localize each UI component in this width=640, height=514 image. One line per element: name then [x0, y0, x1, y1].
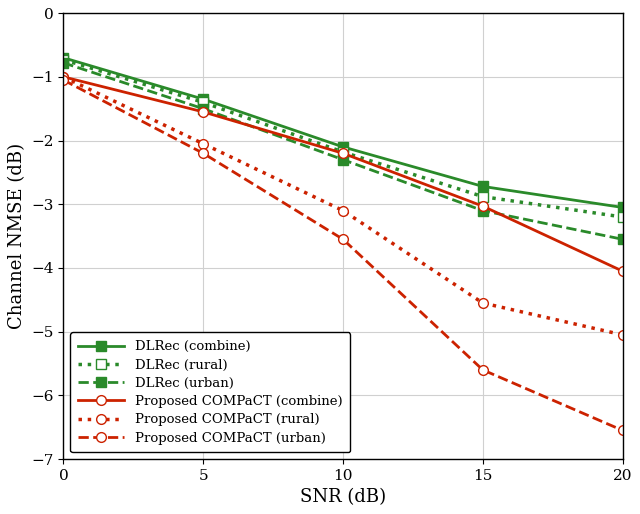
Proposed COMPaCT (combine): [200, 109, 207, 115]
Proposed COMPaCT (rural): [479, 300, 486, 306]
Proposed COMPaCT (combine): [619, 268, 627, 274]
Proposed COMPaCT (urban): [200, 150, 207, 156]
DLRec (urban): [339, 157, 347, 163]
DLRec (combine): [200, 96, 207, 102]
DLRec (rural): [200, 99, 207, 105]
Proposed COMPaCT (urban): [60, 77, 67, 83]
DLRec (combine): [339, 144, 347, 150]
Proposed COMPaCT (rural): [339, 208, 347, 214]
DLRec (rural): [60, 57, 67, 63]
Proposed COMPaCT (urban): [619, 427, 627, 433]
DLRec (rural): [339, 149, 347, 155]
Proposed COMPaCT (combine): [479, 203, 486, 209]
Line: DLRec (combine): DLRec (combine): [58, 53, 627, 212]
DLRec (rural): [479, 194, 486, 200]
Line: DLRec (urban): DLRec (urban): [58, 58, 627, 244]
Proposed COMPaCT (urban): [339, 236, 347, 243]
X-axis label: SNR (dB): SNR (dB): [300, 488, 386, 506]
Proposed COMPaCT (rural): [619, 332, 627, 338]
Proposed COMPaCT (rural): [200, 141, 207, 147]
DLRec (combine): [619, 205, 627, 211]
Line: Proposed COMPaCT (rural): Proposed COMPaCT (rural): [58, 72, 627, 340]
Proposed COMPaCT (combine): [339, 150, 347, 156]
Line: DLRec (rural): DLRec (rural): [58, 55, 627, 222]
Legend: DLRec (combine), DLRec (rural), DLRec (urban), Proposed COMPaCT (combine), Propo: DLRec (combine), DLRec (rural), DLRec (u…: [70, 332, 350, 452]
DLRec (combine): [60, 54, 67, 61]
DLRec (rural): [619, 214, 627, 220]
Proposed COMPaCT (rural): [60, 74, 67, 80]
Proposed COMPaCT (urban): [479, 367, 486, 373]
Line: Proposed COMPaCT (urban): Proposed COMPaCT (urban): [58, 75, 627, 435]
Proposed COMPaCT (combine): [60, 74, 67, 80]
DLRec (combine): [479, 183, 486, 190]
DLRec (urban): [200, 105, 207, 112]
DLRec (urban): [619, 236, 627, 243]
Y-axis label: Channel NMSE (dB): Channel NMSE (dB): [8, 143, 26, 329]
DLRec (urban): [60, 60, 67, 66]
Line: Proposed COMPaCT (combine): Proposed COMPaCT (combine): [58, 72, 627, 276]
DLRec (urban): [479, 208, 486, 214]
